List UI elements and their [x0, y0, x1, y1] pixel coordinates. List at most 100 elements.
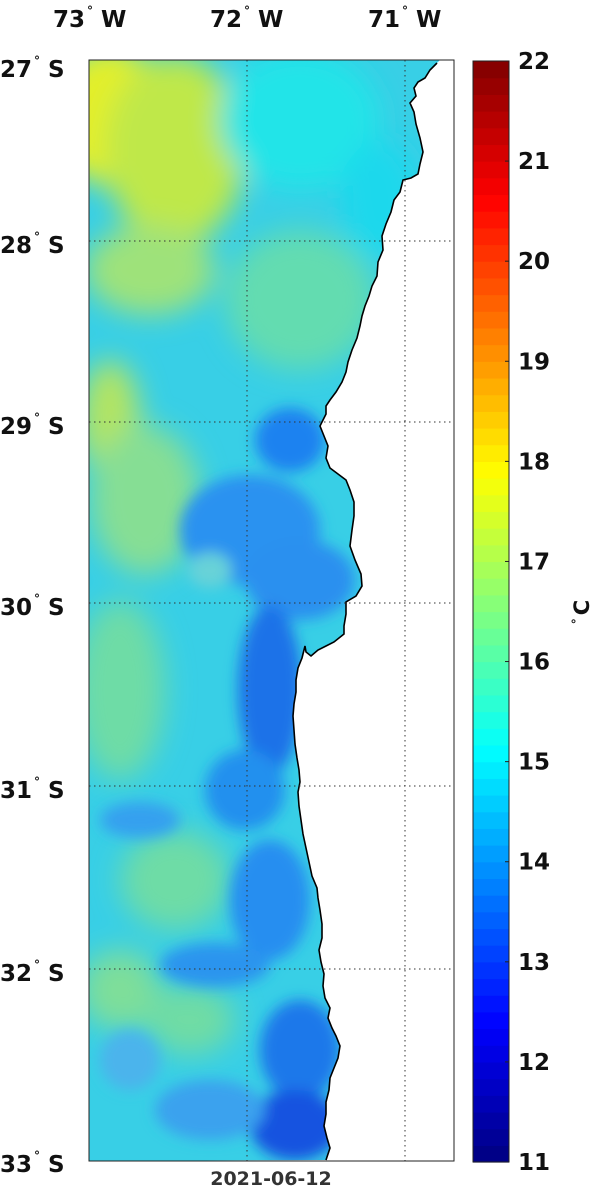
- colorbar-bands: [473, 61, 509, 1163]
- lon-label-71w: 71 ° W: [368, 4, 441, 33]
- colorbar-band: [473, 578, 509, 596]
- lon-label-73w: 73 ° W: [53, 4, 126, 33]
- colorbar-band: [473, 995, 509, 1013]
- colorbar-band: [473, 144, 509, 162]
- colorbar-band: [473, 811, 509, 829]
- colorbar-tick-label: 12: [518, 1050, 550, 1076]
- colorbar-band: [473, 644, 509, 663]
- colorbar-band: [473, 111, 509, 129]
- colorbar: 22 21 20 19 18 17 16 15 14 13 12 11 °C: [472, 49, 593, 1176]
- colorbar-band: [473, 978, 509, 996]
- colorbar-band: [473, 327, 509, 346]
- colorbar-band: [473, 544, 509, 563]
- lat-label-33s: 33 ° S: [0, 1149, 65, 1178]
- colorbar-band: [473, 961, 509, 980]
- lat-label-32s: 32 ° S: [0, 958, 65, 987]
- colorbar-band: [473, 1078, 509, 1096]
- colorbar-band: [473, 694, 509, 713]
- colorbar-band: [473, 377, 509, 396]
- colorbar-band: [473, 761, 509, 779]
- colorbar-band: [473, 461, 509, 479]
- colorbar-band: [473, 895, 509, 913]
- colorbar-band: [473, 778, 509, 796]
- colorbar-band: [473, 594, 509, 613]
- colorbar-band: [473, 678, 509, 696]
- colorbar-band: [473, 795, 509, 813]
- colorbar-band: [473, 61, 509, 79]
- lat-label-29s: 29 ° S: [0, 411, 65, 440]
- colorbar-band: [473, 1111, 509, 1130]
- colorbar-band: [473, 528, 509, 546]
- colorbar-band: [473, 661, 509, 679]
- longitude-labels: 73 ° W 72 ° W 71 ° W: [53, 4, 441, 33]
- lat-label-27s: 27 ° S: [0, 54, 65, 83]
- colorbar-band: [473, 127, 509, 146]
- colorbar-band: [473, 244, 509, 262]
- colorbar-tick-label: 14: [518, 850, 550, 876]
- colorbar-band: [473, 1145, 509, 1163]
- colorbar-band: [473, 728, 509, 746]
- colorbar-band: [473, 928, 509, 946]
- colorbar-tick-label: 19: [518, 349, 550, 375]
- colorbar-band: [473, 77, 509, 95]
- colorbar-tick-label: 21: [518, 149, 550, 175]
- colorbar-band: [473, 1095, 509, 1113]
- lon-label-72w: 72 ° W: [210, 4, 283, 33]
- colorbar-band: [473, 611, 509, 629]
- colorbar-band: [473, 261, 509, 279]
- colorbar-band: [473, 861, 509, 880]
- lat-label-30s: 30 ° S: [0, 592, 65, 621]
- colorbar-band: [473, 1011, 509, 1030]
- colorbar-band: [473, 428, 509, 446]
- map-panel: [88, 59, 455, 1162]
- colorbar-tick-label: 15: [518, 750, 550, 776]
- colorbar-tick-label: 20: [518, 249, 550, 275]
- colorbar-band: [473, 344, 509, 362]
- colorbar-band: [473, 744, 509, 763]
- lat-label-28s: 28 ° S: [0, 230, 65, 259]
- colorbar-band: [473, 561, 509, 579]
- colorbar-band: [473, 194, 509, 212]
- map-date: 2021-06-12: [210, 1168, 332, 1188]
- colorbar-band: [473, 311, 509, 329]
- colorbar-band: [473, 711, 509, 729]
- colorbar-tick-label: 22: [518, 49, 550, 75]
- colorbar-frame: [472, 60, 510, 1163]
- colorbar-band: [473, 911, 509, 930]
- latitude-labels: 27 ° S 28 ° S 29 ° S 30 ° S 31 ° S 32 ° S 33 ° S: [0, 54, 65, 1178]
- map-frame: [88, 59, 455, 1162]
- colorbar-tick-label: 16: [518, 650, 550, 676]
- colorbar-band: [473, 294, 509, 312]
- colorbar-band: [473, 361, 509, 379]
- colorbar-band: [473, 511, 509, 529]
- colorbar-band: [473, 478, 509, 496]
- colorbar-band: [473, 444, 509, 462]
- colorbar-band: [473, 878, 509, 896]
- colorbar-band: [473, 277, 509, 296]
- colorbar-tick-label: 11: [518, 1150, 550, 1176]
- colorbar-band: [473, 494, 509, 513]
- colorbar-band: [473, 628, 509, 646]
- colorbar-tick-label: 18: [518, 449, 550, 475]
- colorbar-ticks: 22 21 20 19 18 17 16 15 14 13 12 11: [505, 49, 550, 1176]
- colorbar-band: [473, 177, 509, 196]
- colorbar-band: [473, 394, 509, 412]
- colorbar-unit: °C: [570, 600, 593, 624]
- colorbar-band: [473, 227, 509, 246]
- colorbar-band: [473, 1128, 509, 1146]
- colorbar-band: [473, 1061, 509, 1080]
- colorbar-band: [473, 211, 509, 229]
- lat-label-31s: 31 ° S: [0, 775, 65, 804]
- colorbar-band: [473, 94, 509, 112]
- colorbar-band: [473, 1028, 509, 1046]
- colorbar-band: [473, 845, 509, 863]
- map-gridlines: [89, 60, 454, 1161]
- colorbar-band: [473, 828, 509, 846]
- colorbar-tick-label: 17: [518, 549, 550, 575]
- colorbar-tick-label: 13: [518, 950, 550, 976]
- colorbar-band: [473, 411, 509, 429]
- colorbar-band: [473, 1045, 509, 1063]
- colorbar-band: [473, 945, 509, 963]
- colorbar-band: [473, 161, 509, 179]
